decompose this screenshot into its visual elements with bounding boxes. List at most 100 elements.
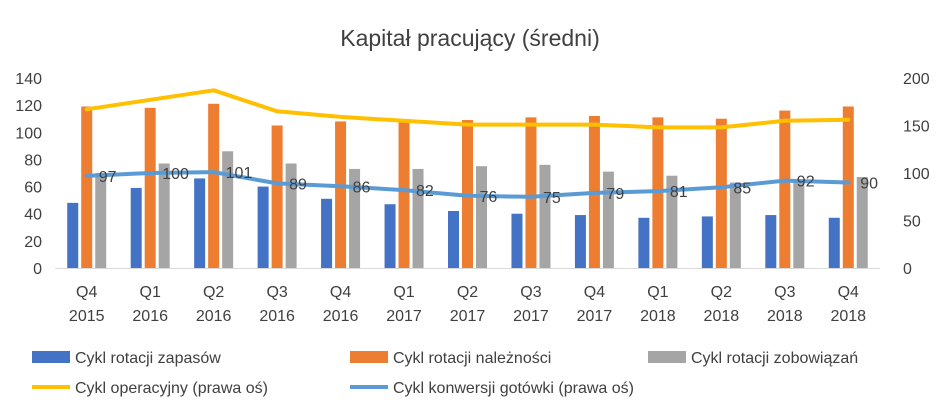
y-right-tick-label: 0 (903, 261, 912, 278)
bar (349, 168, 361, 268)
x-tick-label: Q1 (393, 284, 414, 301)
bar (666, 175, 678, 268)
series-line (84, 170, 851, 199)
y-left-tick-label: 80 (24, 152, 42, 169)
x-tick-label: 2015 (69, 308, 105, 325)
y-right-tick-label: 200 (903, 71, 930, 88)
x-tick-label: Q4 (838, 284, 859, 301)
y-left-tick-label: 100 (15, 125, 42, 142)
data-label: 97 (99, 169, 117, 186)
x-tick-label: Q3 (266, 284, 287, 301)
bar (828, 217, 840, 268)
bar (335, 121, 347, 268)
bar (638, 217, 650, 268)
bar (715, 118, 727, 268)
bar (158, 163, 170, 268)
bar (257, 186, 269, 268)
data-label: 82 (416, 183, 434, 200)
x-tick-label: Q1 (140, 284, 161, 301)
bar (271, 125, 283, 268)
x-tick-label: 2018 (830, 308, 866, 325)
bar (384, 204, 396, 268)
y-left-tick-label: 120 (15, 98, 42, 115)
bar (448, 211, 459, 268)
y-left-tick-label: 0 (33, 261, 42, 278)
bar (67, 202, 79, 268)
x-tick-label: 2017 (450, 308, 486, 325)
series-line (84, 88, 851, 130)
data-label: 75 (543, 190, 561, 207)
data-label: 81 (670, 184, 688, 201)
y-right-tick-label: 50 (903, 214, 921, 231)
bars-group (67, 103, 868, 269)
x-tick-label: Q4 (76, 284, 97, 301)
data-label: 90 (860, 176, 878, 193)
y-right-tick-label: 100 (903, 166, 930, 183)
bar (729, 182, 741, 268)
bar (779, 110, 791, 268)
bar (856, 177, 868, 268)
legend-swatch (32, 351, 70, 363)
x-tick-label: 2017 (386, 308, 422, 325)
data-label: 101 (226, 165, 253, 182)
bar (130, 187, 142, 268)
bar (525, 117, 537, 268)
legend-swatch (648, 351, 686, 363)
lines-group (84, 88, 851, 199)
bar (144, 107, 156, 268)
bar (793, 182, 805, 268)
x-tick-label: 2018 (704, 308, 740, 325)
legend-label: Cykl rotacji zobowiązań (691, 350, 858, 367)
legend-label: Cykl operacyjny (prawa oś) (75, 380, 268, 397)
legend-label: Cykl konwersji gotówki (prawa oś) (393, 380, 634, 397)
x-tick-label: Q3 (520, 284, 541, 301)
data-labels-group: 97 100 101 89 86 82 76 75 79 81 85 92 90 (99, 165, 878, 207)
bar (539, 164, 551, 268)
data-label: 92 (797, 174, 815, 191)
legend: Cykl rotacji zapasów Cykl rotacji należno… (32, 350, 858, 397)
data-label: 79 (606, 186, 624, 203)
x-tick-label: 2018 (767, 308, 803, 325)
y-left-tick-label: 60 (24, 180, 42, 197)
y-right-tick-label: 150 (903, 119, 930, 136)
x-tick-label: 2017 (577, 308, 613, 325)
bar (95, 173, 107, 268)
bar (81, 106, 93, 268)
bar (194, 178, 206, 268)
bar (321, 198, 333, 268)
bar (222, 151, 234, 268)
x-tick-label: Q2 (457, 284, 478, 301)
x-tick-label: Q4 (330, 284, 351, 301)
bar (285, 163, 297, 268)
bar (476, 166, 487, 268)
x-tick-label: Q4 (584, 284, 605, 301)
bar (842, 106, 854, 268)
x-tick-label: Q2 (203, 284, 224, 301)
x-tick-label: 2016 (196, 308, 232, 325)
data-label: 100 (162, 166, 189, 183)
x-tick-label: Q2 (711, 284, 732, 301)
bar (208, 103, 220, 269)
axes-group: 0 20 40 60 80 100 120 140 0 50 100 150 200 Q4 2015 Q1 20… (15, 71, 930, 325)
bar (511, 213, 523, 268)
legend-swatch (350, 351, 388, 363)
y-left-tick-label: 40 (24, 207, 42, 224)
data-label: 76 (480, 189, 498, 206)
bar (574, 215, 586, 268)
bar (412, 168, 424, 268)
data-label: 89 (289, 176, 307, 193)
chart-title: Kapitał pracujący (średni) (340, 25, 600, 51)
bar (701, 216, 713, 268)
x-tick-label: 2016 (132, 308, 168, 325)
legend-label: Cykl rotacji należności (393, 350, 551, 367)
x-tick-label: 2016 (259, 308, 295, 325)
legend-label: Cykl rotacji zapasów (75, 350, 221, 367)
data-label: 85 (733, 180, 751, 197)
x-tick-label: 2017 (513, 308, 549, 325)
x-tick-label: Q1 (647, 284, 668, 301)
bar (765, 215, 777, 268)
x-tick-label: 2016 (323, 308, 359, 325)
x-tick-label: Q3 (774, 284, 795, 301)
